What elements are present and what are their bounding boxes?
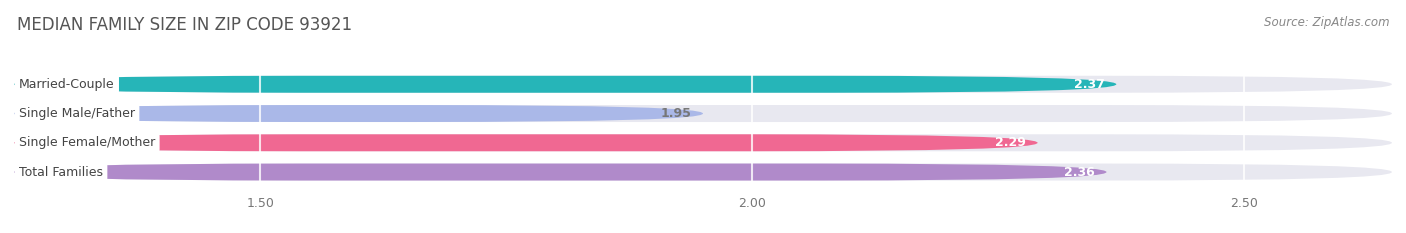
FancyBboxPatch shape bbox=[14, 76, 1392, 93]
Text: 2.36: 2.36 bbox=[1064, 165, 1095, 178]
Text: MEDIAN FAMILY SIZE IN ZIP CODE 93921: MEDIAN FAMILY SIZE IN ZIP CODE 93921 bbox=[17, 16, 352, 34]
FancyBboxPatch shape bbox=[14, 164, 1107, 181]
Text: Single Female/Mother: Single Female/Mother bbox=[18, 136, 155, 149]
Text: Married-Couple: Married-Couple bbox=[18, 78, 115, 91]
FancyBboxPatch shape bbox=[14, 134, 1392, 151]
Text: Total Families: Total Families bbox=[18, 165, 103, 178]
Text: 2.29: 2.29 bbox=[995, 136, 1026, 149]
FancyBboxPatch shape bbox=[14, 164, 1392, 181]
FancyBboxPatch shape bbox=[14, 76, 1116, 93]
Text: Source: ZipAtlas.com: Source: ZipAtlas.com bbox=[1264, 16, 1389, 29]
Text: 1.95: 1.95 bbox=[661, 107, 692, 120]
FancyBboxPatch shape bbox=[14, 134, 1038, 151]
Text: Single Male/Father: Single Male/Father bbox=[18, 107, 135, 120]
FancyBboxPatch shape bbox=[14, 105, 703, 122]
Text: 2.37: 2.37 bbox=[1074, 78, 1105, 91]
FancyBboxPatch shape bbox=[14, 105, 1392, 122]
